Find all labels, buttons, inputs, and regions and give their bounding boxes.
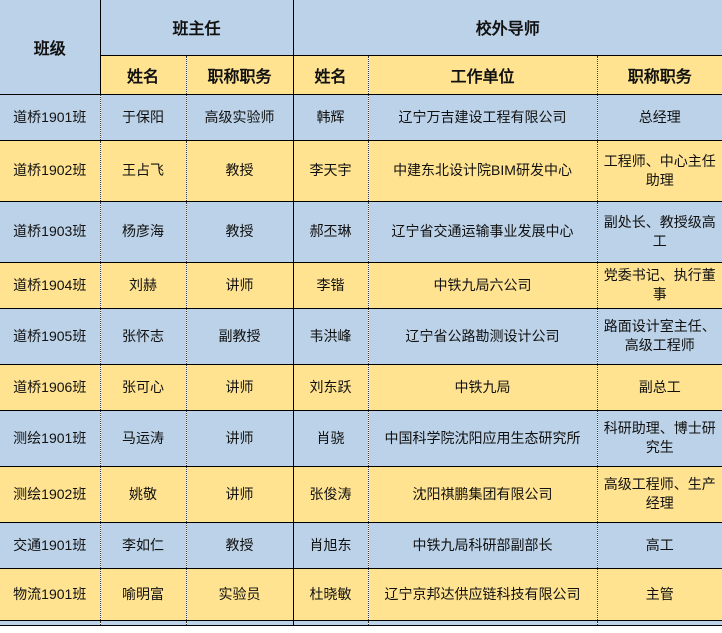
mentor-unit-cell: 辽宁京邦达供应链科技有限公司 — [368, 568, 598, 621]
mentor-name-cell: 张俊涛 — [293, 466, 369, 523]
partial-next-row — [0, 620, 722, 626]
mentor-name-cell: 韩辉 — [293, 94, 369, 141]
mentor-unit-cell: 中铁九局六公司 — [368, 262, 598, 309]
subheader-mentor-name: 姓名 — [293, 55, 369, 95]
class-cell: 交通1901班 — [0, 522, 101, 569]
header-class: 班级 — [0, 0, 101, 95]
mentor-unit-cell: 中铁九局科研部副部长 — [368, 522, 598, 569]
teacher-name-cell: 刘赫 — [100, 262, 187, 309]
teacher-title-cell: 教授 — [186, 522, 294, 569]
header-head-teacher-group: 班主任 — [100, 0, 294, 56]
class-cell: 物流1901班 — [0, 568, 101, 621]
mentor-unit-cell: 沈阳祺鹏集团有限公司 — [368, 466, 598, 523]
mentor-unit-cell: 辽宁省公路勘测设计公司 — [368, 308, 598, 365]
class-cell: 测绘1901班 — [0, 410, 101, 467]
teacher-name-cell: 马运涛 — [100, 410, 187, 467]
teacher-name-cell: 王占飞 — [100, 140, 187, 202]
table-row: 物流1901班 喻明富 实验员 杜晓敏 辽宁京邦达供应链科技有限公司 主管 — [0, 568, 722, 621]
mentor-name-cell: 肖旭东 — [293, 522, 369, 569]
mentor-name-cell: 杜晓敏 — [293, 568, 369, 621]
subheader-teacher-title: 职称职务 — [186, 55, 294, 95]
teacher-title-cell: 高级实验师 — [186, 94, 294, 141]
header-mentor-group: 校外导师 — [293, 0, 722, 56]
teacher-title-cell: 教授 — [186, 140, 294, 202]
class-cell: 测绘1902班 — [0, 466, 101, 523]
table-row: 测绘1901班 马运涛 讲师 肖骁 中国科学院沈阳应用生态研究所 科研助理、博士… — [0, 410, 722, 467]
teacher-name-cell: 杨彦海 — [100, 201, 187, 263]
table-row: 测绘1902班 姚敬 讲师 张俊涛 沈阳祺鹏集团有限公司 高级工程师、生产经理 — [0, 466, 722, 523]
table-row: 交通1901班 李如仁 教授 肖旭东 中铁九局科研部副部长 高工 — [0, 522, 722, 569]
mentor-title-cell: 总经理 — [597, 94, 722, 141]
mentor-title-cell: 高级工程师、生产经理 — [597, 466, 722, 523]
mentor-name-cell: 郝丕琳 — [293, 201, 369, 263]
mentor-name-cell: 李锴 — [293, 262, 369, 309]
teacher-title-cell: 副教授 — [186, 308, 294, 365]
teacher-name-cell: 张可心 — [100, 364, 187, 411]
mentor-title-cell: 党委书记、执行董事 — [597, 262, 722, 309]
table-row: 道桥1904班 刘赫 讲师 李锴 中铁九局六公司 党委书记、执行董事 — [0, 262, 722, 309]
teacher-name-cell: 李如仁 — [100, 522, 187, 569]
subheader-mentor-unit: 工作单位 — [368, 55, 598, 95]
mentor-unit-cell: 中建东北设计院BIM研发中心 — [368, 140, 598, 202]
mentor-title-cell: 副处长、教授级高工 — [597, 201, 722, 263]
mentor-name-cell: 李天宇 — [293, 140, 369, 202]
teacher-title-cell: 讲师 — [186, 466, 294, 523]
mentor-title-cell: 工程师、中心主任助理 — [597, 140, 722, 202]
table-row: 道桥1905班 张怀志 副教授 韦洪峰 辽宁省公路勘测设计公司 路面设计室主任、… — [0, 308, 722, 365]
mentor-unit-cell: 中国科学院沈阳应用生态研究所 — [368, 410, 598, 467]
mentor-title-cell: 科研助理、博士研究生 — [597, 410, 722, 467]
teacher-title-cell: 讲师 — [186, 410, 294, 467]
teacher-title-cell: 讲师 — [186, 364, 294, 411]
mentor-name-cell: 韦洪峰 — [293, 308, 369, 365]
class-cell: 道桥1901班 — [0, 94, 101, 141]
mentor-unit-cell: 辽宁省交通运输事业发展中心 — [368, 201, 598, 263]
class-cell: 道桥1904班 — [0, 262, 101, 309]
mentor-name-cell: 肖骁 — [293, 410, 369, 467]
mentor-unit-cell: 辽宁万吉建设工程有限公司 — [368, 94, 598, 141]
teacher-title-cell: 教授 — [186, 201, 294, 263]
mentor-title-cell: 副总工 — [597, 364, 722, 411]
subheader-mentor-title: 职称职务 — [597, 55, 722, 95]
mentor-title-cell: 路面设计室主任、高级工程师 — [597, 308, 722, 365]
class-cell: 道桥1906班 — [0, 364, 101, 411]
mentor-name-cell: 刘东跃 — [293, 364, 369, 411]
mentor-title-cell: 高工 — [597, 522, 722, 569]
mentor-title-cell: 主管 — [597, 568, 722, 621]
subheader-teacher-name: 姓名 — [100, 55, 187, 95]
teacher-name-cell: 喻明富 — [100, 568, 187, 621]
class-cell: 道桥1903班 — [0, 201, 101, 263]
teacher-title-cell: 讲师 — [186, 262, 294, 309]
teacher-title-cell: 实验员 — [186, 568, 294, 621]
table-row: 道桥1901班 于保阳 高级实验师 韩辉 辽宁万吉建设工程有限公司 总经理 — [0, 94, 722, 141]
table-row: 道桥1902班 王占飞 教授 李天宇 中建东北设计院BIM研发中心 工程师、中心… — [0, 140, 722, 202]
teacher-name-cell: 于保阳 — [100, 94, 187, 141]
table-row: 道桥1906班 张可心 讲师 刘东跃 中铁九局 副总工 — [0, 364, 722, 411]
teacher-name-cell: 姚敬 — [100, 466, 187, 523]
teacher-name-cell: 张怀志 — [100, 308, 187, 365]
table-row: 道桥1903班 杨彦海 教授 郝丕琳 辽宁省交通运输事业发展中心 副处长、教授级… — [0, 201, 722, 263]
class-cell: 道桥1902班 — [0, 140, 101, 202]
class-cell: 道桥1905班 — [0, 308, 101, 365]
mentor-unit-cell: 中铁九局 — [368, 364, 598, 411]
